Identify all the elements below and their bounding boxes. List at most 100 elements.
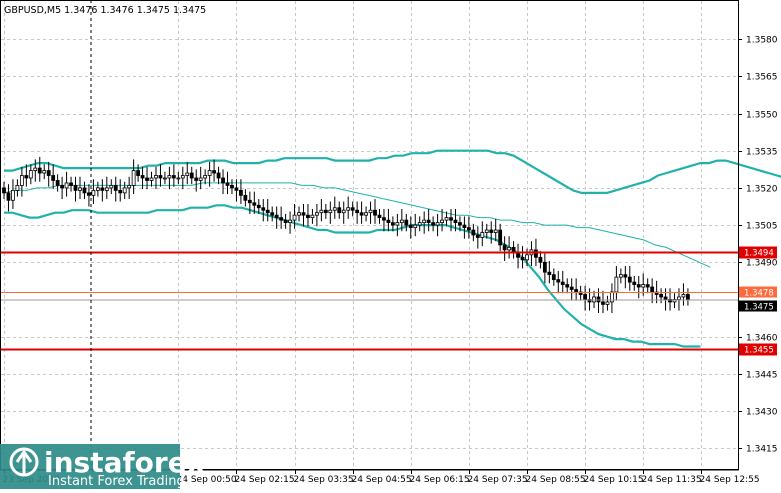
candle [185, 161, 190, 185]
candles [2, 156, 690, 314]
time-tick-label: 24 Sep 00:50 [177, 475, 237, 485]
candle [480, 221, 485, 247]
candle [484, 223, 489, 239]
candle [145, 166, 149, 190]
candle [140, 166, 145, 190]
price-tick-label: 1.3550 [746, 111, 778, 121]
candle [601, 290, 605, 314]
time-tick-label: 24 Sep 03:35 [294, 475, 354, 485]
chart-title: GBPUSD,M5 1.3476 1.3476 1.3475 1.3475 [4, 5, 206, 16]
candle [122, 181, 127, 200]
candle [87, 184, 91, 207]
candle [507, 236, 512, 259]
candle [167, 166, 172, 190]
bollinger-lower-line [4, 204, 701, 348]
candle [471, 223, 476, 242]
candle [212, 159, 216, 182]
candle [355, 201, 360, 224]
price-tick-label: 1.3430 [746, 408, 778, 418]
candle [426, 208, 431, 232]
candle [163, 171, 167, 185]
candle [297, 206, 301, 222]
candle [431, 216, 436, 232]
candle [73, 176, 78, 202]
candle [64, 171, 69, 197]
candle [382, 208, 386, 232]
candle [158, 164, 163, 187]
price-axis: 1.3580 1.3565 1.3550 1.3535 1.3520 1.3505 1.34… [738, 36, 778, 455]
candle [368, 201, 373, 224]
candle [386, 208, 391, 232]
candle [230, 179, 234, 195]
candle [149, 171, 154, 187]
candle [234, 179, 239, 202]
candle [408, 216, 413, 239]
bollinger-upper-line [4, 149, 781, 194]
price-tick-label: 1.3535 [746, 148, 778, 158]
candle [686, 288, 690, 306]
candle [422, 211, 427, 234]
level-flag-label: 1.3455 [744, 346, 774, 356]
ask-price-flag [739, 286, 777, 298]
candle [82, 181, 87, 200]
candle [346, 196, 351, 219]
candle [659, 288, 663, 304]
price-tick-label: 1.3460 [746, 334, 778, 344]
candle [520, 246, 525, 269]
candle [547, 261, 552, 284]
time-tick-label: 24 Sep 08:55 [526, 475, 586, 485]
candle [176, 171, 181, 185]
price-tick-label: 1.3520 [746, 185, 778, 195]
level-flag-resistance [739, 246, 777, 259]
candle [261, 199, 266, 222]
candle [399, 208, 404, 232]
candle [6, 184, 11, 212]
candle [189, 166, 194, 185]
candle [350, 201, 355, 217]
candle [95, 181, 100, 197]
candle [493, 218, 498, 242]
candle [538, 251, 543, 269]
candle [314, 204, 319, 227]
candle [565, 278, 570, 294]
price-tick-label: 1.3565 [746, 73, 778, 83]
bid-price-label: 1.3475 [744, 303, 774, 313]
candle [136, 164, 141, 182]
level-flag-label: 1.3494 [744, 249, 774, 259]
candle [404, 213, 409, 232]
candle [475, 226, 480, 249]
candle [180, 166, 185, 190]
bid-price-flag [739, 300, 777, 312]
candle [627, 265, 632, 291]
candle [198, 166, 203, 190]
candle [489, 221, 494, 244]
candle [270, 206, 275, 222]
candle [413, 213, 418, 237]
candle [444, 211, 449, 227]
candle [359, 201, 364, 224]
time-tick-label: 24 Sep 07:35 [468, 475, 528, 485]
candle [328, 201, 333, 224]
candle [127, 176, 132, 200]
candle [2, 181, 6, 200]
candle [37, 156, 42, 182]
time-tick-label: 24 Sep 04:55 [352, 475, 412, 485]
candle [645, 278, 650, 294]
candle [319, 199, 324, 222]
candle [377, 208, 382, 224]
candle [337, 201, 342, 219]
candle [681, 283, 686, 306]
candle [252, 191, 257, 214]
candle [194, 169, 199, 192]
candle [100, 179, 105, 202]
candle [216, 166, 221, 185]
candle [24, 164, 29, 187]
price-tick-label: 1.3490 [746, 259, 778, 269]
candle [632, 275, 637, 291]
candle [332, 196, 337, 219]
price-flags: 1.3494 1.3455 1.3478 1.3475 [739, 246, 777, 356]
candle [113, 176, 118, 202]
